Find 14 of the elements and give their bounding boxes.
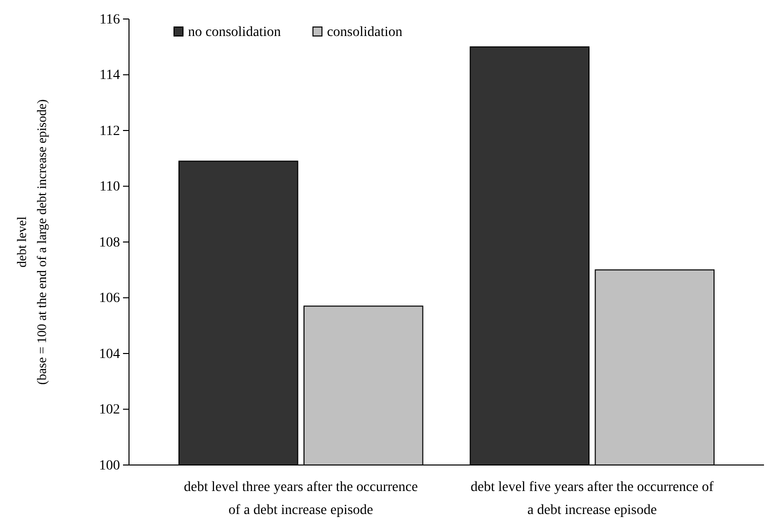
y-tick-label: 106 [99, 291, 120, 306]
y-tick-label: 104 [99, 346, 120, 362]
y-tick-label: 108 [99, 235, 120, 250]
x-tick-label: debt level three years after the occurrence of a debt increase episode [184, 480, 418, 518]
y-tick-label: 102 [99, 402, 120, 418]
y-tick-label: 110 [100, 180, 120, 195]
y-tick-label: 116 [100, 12, 120, 28]
legend-label: no consolidation [188, 25, 281, 40]
x-tick-label: debt level five years after the occurrence of a debt increase episode [470, 480, 714, 518]
y-axis-title: debt level (base = 100 at the end of a large debt increase episode) [14, 99, 49, 385]
y-tick-label: 114 [100, 68, 120, 84]
y-tick-label: 112 [100, 124, 120, 139]
y-tick-label: 100 [99, 458, 120, 474]
legend-label: consolidation [326, 25, 402, 40]
